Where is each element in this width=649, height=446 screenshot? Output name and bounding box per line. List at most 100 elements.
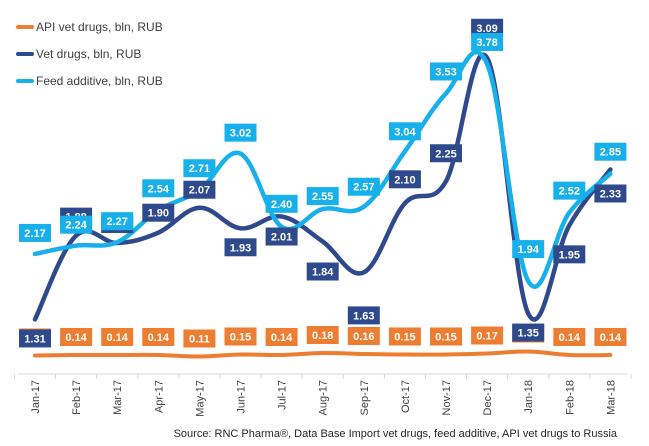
data-labels: 0.130.140.140.140.110.150.140.180.160.15… [19,18,627,348]
legend-item-vet: Vet drugs, bln, RUB [16,47,141,61]
data-label-vet: 2.07 [183,180,216,199]
data-label-box [306,262,339,281]
data-label-value: 0.15 [394,332,415,344]
data-label-value: 1.84 [312,267,334,279]
x-tick-label: Feb-18 [564,380,576,415]
x-tick-label: Aug-17 [318,380,330,415]
data-label-value: 2.01 [271,232,292,244]
data-label-api: 0.11 [183,329,216,348]
data-label-api: 0.14 [60,328,93,346]
data-label-box [347,327,380,345]
data-label-api: 0.14 [142,328,175,346]
data-label-value: 2.24 [65,220,87,232]
data-label-api: 0.14 [594,328,627,346]
data-label-box [512,323,545,342]
data-label-value: 1.31 [24,333,45,345]
data-label-api: 0.15 [224,327,257,346]
data-label-value: 2.27 [106,216,127,228]
data-label-box [265,194,298,213]
data-label-vet: 3.09 [471,18,504,37]
data-label-box [60,328,93,346]
data-label-feed: 2.85 [594,142,627,161]
data-label-value: 0.18 [312,330,333,342]
data-label-box [512,240,545,259]
data-label-box [142,203,175,222]
data-label-value: 3.53 [435,66,456,78]
data-label-box [265,227,298,246]
data-label-vet: 1.31 [19,329,51,348]
data-label-box [430,144,462,163]
x-tick-label: Jul-17 [277,380,289,410]
data-label-value: 0.14 [148,332,170,344]
data-label-box [183,159,216,178]
data-label-value: 0.15 [230,332,251,344]
data-label-value: 3.09 [476,23,497,35]
x-tick-label: Mar-18 [605,380,617,415]
data-label-box [388,170,421,189]
data-label-feed: 2.55 [306,187,339,206]
data-label-value: 2.71 [189,163,210,175]
x-tick-label: Feb-17 [71,380,83,415]
data-label-box [306,187,339,206]
data-label-box [553,328,586,346]
data-label-value: 2.55 [312,191,333,203]
legend-label-feed: Feed additive, bln, RUB [36,74,163,88]
x-axis-ticks [13,374,632,379]
data-label-box [19,329,51,348]
data-label-value: 2.07 [189,185,210,197]
data-label-box [594,328,627,346]
legend-label-api: API vet drugs, bln, RUB [36,20,163,34]
data-label-value: 1.90 [148,208,169,220]
data-label-value: 0.14 [600,332,622,344]
data-label-box [183,180,216,199]
data-label-value: 3.78 [476,37,497,49]
x-tick-label: Jan-17 [30,380,42,414]
data-label-value: 2.52 [559,186,580,198]
x-tick-label: Nov-17 [441,380,453,415]
data-label-feed: 3.02 [224,123,257,142]
data-label-box [553,181,586,200]
data-label-feed: 2.54 [142,179,175,198]
data-label-vet: 1.93 [224,238,257,257]
data-label-box [224,327,257,346]
data-label-value: 0.11 [189,334,210,346]
data-label-feed: 2.27 [101,212,134,231]
data-label-value: 0.15 [435,332,456,344]
x-tick-label: Mar-17 [112,380,124,415]
data-label-feed: 3.53 [430,62,462,81]
data-label-feed: 2.71 [183,159,216,178]
x-tick-label: Dec-17 [482,380,494,415]
data-label-box [430,62,462,81]
data-label-box [306,326,339,344]
data-label-vet: 2.01 [265,227,298,246]
data-label-value: 2.57 [353,182,374,194]
data-label-value: 0.17 [476,331,497,343]
data-label-feed: 2.40 [265,194,298,213]
data-label-value: 0.14 [271,332,293,344]
data-label-value: 0.16 [353,331,374,343]
data-label-api: 0.16 [347,327,380,345]
data-label-vet: 2.10 [388,170,421,189]
data-label-value: 3.02 [230,128,251,140]
data-label-value: 2.33 [600,188,621,200]
series-line-api [33,349,613,359]
data-label-feed: 1.94 [512,240,545,259]
data-label-box [183,329,216,348]
data-label-box [101,328,134,346]
data-label-feed: 3.04 [388,122,421,141]
data-label-api: 0.14 [265,328,298,346]
data-label-value: 2.25 [435,148,456,160]
data-label-feed: 2.17 [19,223,51,242]
data-label-box [594,184,627,203]
data-label-api: 0.18 [306,326,339,344]
source-note: Source: RNC Pharma®, Data Base Import ve… [174,428,618,440]
data-label-box [347,177,380,196]
data-label-box [594,142,627,161]
data-label-feed: 2.24 [60,215,93,234]
x-tick-label: Sep-17 [359,380,371,415]
data-label-box [224,123,257,142]
data-label-value: 2.40 [271,199,292,211]
data-label-box [101,212,134,231]
data-label-api: 0.15 [388,327,421,346]
